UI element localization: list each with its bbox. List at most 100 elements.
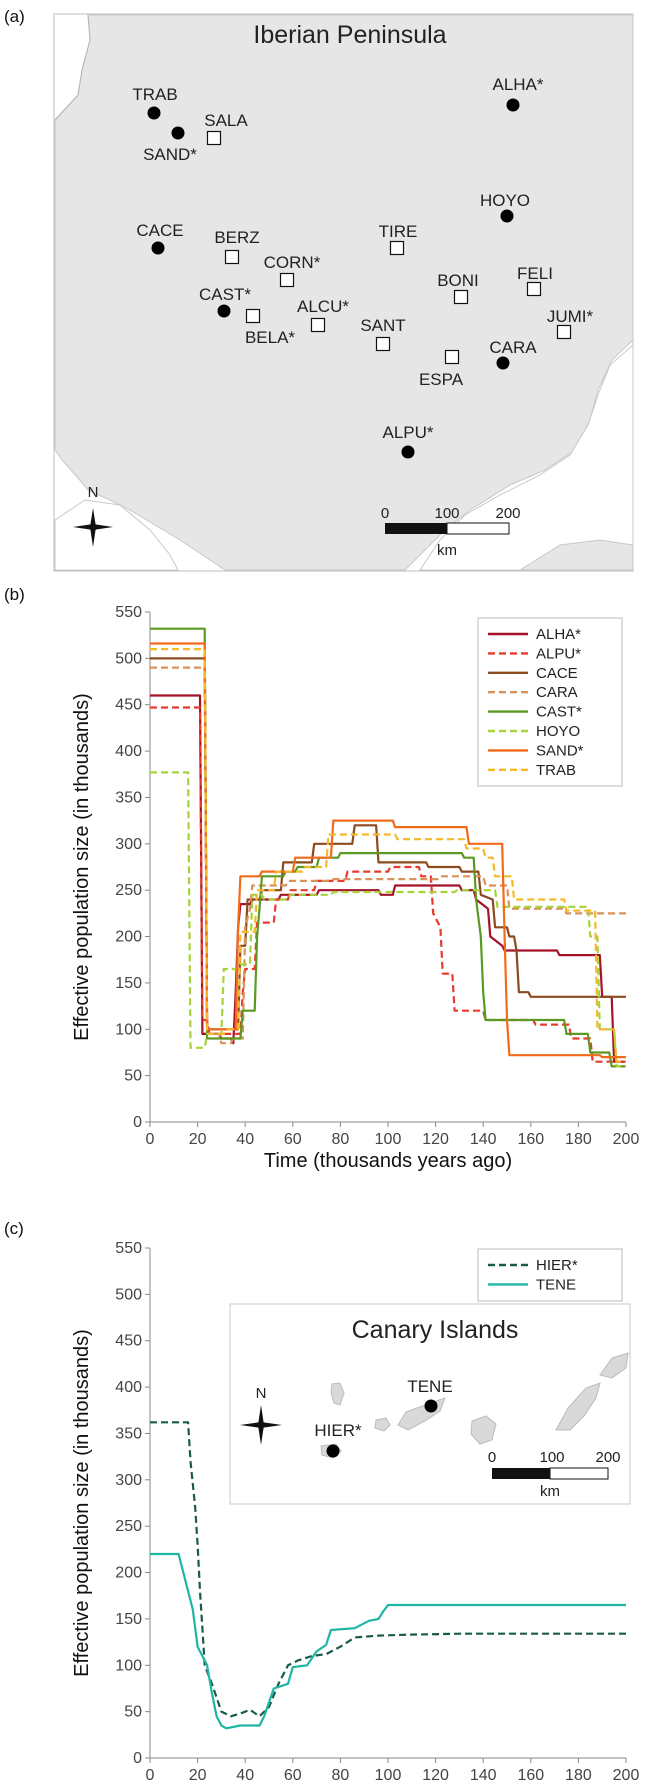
- map-title-canary: Canary Islands: [352, 1316, 519, 1344]
- site-label-berz: BERZ: [214, 228, 259, 247]
- y-tick-label: 150: [115, 975, 142, 992]
- site-markers-iberia: TRAB SAND* SALA ALHA* CACE BERZ CORN* TIRE HOYO C…: [132, 75, 594, 459]
- y-tick-label: 300: [115, 1472, 142, 1489]
- site-label-corn: CORN*: [264, 253, 321, 272]
- x-tick-label: 140: [470, 1767, 497, 1784]
- y-tick-label: 550: [115, 1240, 142, 1257]
- x-tick-label: 40: [236, 1131, 254, 1148]
- island-gran-canaria: [470, 1415, 497, 1445]
- site-marker-jumi: [556, 324, 572, 340]
- site-label-hoyo: HOYO: [480, 191, 530, 210]
- canary-inset-map: Canary Islands N TENE HIER* 0 100 200 km: [229, 1303, 631, 1505]
- site-marker-trab: [147, 106, 161, 120]
- legend: ALHA* ALPU* CACE CARA CAST* HOYO SAND* TRAB: [477, 617, 623, 787]
- land-iberia: [54, 14, 634, 571]
- x-tick-label: 200: [613, 1767, 640, 1784]
- y-tick-label: 0: [133, 1114, 142, 1131]
- legend-label-cace: CACE: [536, 665, 578, 682]
- site-marker-alha: [506, 98, 520, 112]
- y-tick-label: 200: [115, 929, 142, 946]
- site-marker-espa: [444, 349, 460, 365]
- panel-c-label: (c): [4, 1219, 24, 1238]
- site-label-tene: TENE: [407, 1377, 452, 1396]
- site-label-trab: TRAB: [132, 85, 177, 104]
- x-tick-label: 60: [284, 1767, 302, 1784]
- site-marker-alpu: [401, 445, 415, 459]
- site-marker-corn: [279, 272, 295, 288]
- scale-tick-200: 200: [495, 505, 520, 522]
- x-tick-label: 140: [470, 1131, 497, 1148]
- y-tick-label: 0: [133, 1750, 142, 1767]
- legend-label-alha: ALHA*: [536, 626, 581, 643]
- y-axis-title: Effective population size (in thousands): [71, 1329, 93, 1677]
- inset-scale-unit: km: [540, 1483, 560, 1500]
- site-label-cace: CACE: [136, 221, 183, 240]
- legend-label-hoyo: HOYO: [536, 723, 580, 740]
- site-label-cara: CARA: [489, 338, 537, 357]
- site-marker-boni: [453, 289, 469, 305]
- site-label-jumi: JUMI*: [547, 307, 594, 326]
- scale-bar-black: [385, 523, 447, 534]
- y-tick-label: 500: [115, 650, 142, 667]
- x-tick-label: 120: [422, 1767, 449, 1784]
- series-line-cast: [150, 627, 626, 1068]
- land-africa-east: [518, 539, 634, 571]
- inset-scale-black: [492, 1468, 550, 1479]
- site-marker-cace: [151, 241, 165, 255]
- x-tick-label: 120: [422, 1131, 449, 1148]
- y-tick-label: 250: [115, 1518, 142, 1535]
- site-marker-bela: [245, 308, 261, 324]
- inset-scale-bar: 0 100 200 km: [488, 1449, 621, 1500]
- x-tick-label: 80: [332, 1767, 350, 1784]
- panel-a-label: (a): [4, 7, 25, 26]
- legend-box: [477, 1248, 623, 1302]
- site-markers-canary: TENE HIER*: [314, 1377, 453, 1458]
- series-line-trab: [150, 648, 626, 1063]
- island-la-gomera: [374, 1417, 391, 1432]
- site-marker-hier: [326, 1444, 340, 1458]
- x-tick-label: 100: [375, 1131, 402, 1148]
- site-marker-sand: [171, 126, 185, 140]
- y-axis-title: Effective population size (in thousands): [71, 693, 93, 1041]
- site-label-alpu: ALPU*: [382, 423, 433, 442]
- inset-scale-tick-200: 200: [595, 1449, 620, 1466]
- site-label-sant: SANT: [360, 316, 405, 335]
- y-tick-label: 350: [115, 1425, 142, 1442]
- x-tick-label: 200: [613, 1131, 640, 1148]
- scale-tick-0: 0: [381, 505, 389, 522]
- compass-icon: N: [240, 1385, 282, 1445]
- site-marker-tene: [424, 1399, 438, 1413]
- chart-c: 0 50 100 150 200 250 300 350 400 450 500 550 0 20 40 60…: [71, 1240, 639, 1787]
- sea-mediterranean: [419, 343, 634, 571]
- chart-b: 0 50 100 150 200 250 300 350 400 450 500 550 0 20 40 60…: [71, 604, 639, 1172]
- x-tick-label: 20: [189, 1131, 207, 1148]
- x-tick-label: 160: [517, 1767, 544, 1784]
- y-tick-label: 300: [115, 836, 142, 853]
- compass-icon: N: [73, 484, 113, 547]
- site-label-sand: SAND*: [143, 145, 197, 164]
- panel-a: (a) Iberian Peninsula TRAB SAND* SALA ALHA*…: [4, 7, 634, 572]
- site-label-boni: BONI: [437, 271, 479, 290]
- series-line-tene: [150, 1552, 626, 1730]
- x-tick-label: 100: [375, 1767, 402, 1784]
- site-marker-alcu: [310, 317, 326, 333]
- series-line-hoyo: [150, 771, 626, 1068]
- series-line-hier: [150, 1421, 626, 1718]
- site-marker-cara: [496, 356, 510, 370]
- y-tick-label: 200: [115, 1565, 142, 1582]
- legend-label-cast: CAST*: [536, 704, 582, 721]
- legend-label-sand: SAND*: [536, 742, 584, 759]
- site-label-feli: FELI: [517, 264, 553, 283]
- series-line-sand: [150, 642, 626, 1059]
- y-tick-label: 400: [115, 743, 142, 760]
- y-tick-label: 100: [115, 1021, 142, 1038]
- scale-bar: 0 100 200 km: [381, 505, 521, 559]
- site-label-hier: HIER*: [314, 1421, 362, 1440]
- x-tick-label: 60: [284, 1131, 302, 1148]
- site-label-espa: ESPA: [419, 370, 464, 389]
- island-la-palma: [330, 1382, 345, 1406]
- y-tick-label: 50: [124, 1068, 142, 1085]
- map-title-iberia: Iberian Peninsula: [253, 21, 446, 49]
- site-marker-berz: [224, 249, 240, 265]
- series-line-cara: [150, 666, 626, 1045]
